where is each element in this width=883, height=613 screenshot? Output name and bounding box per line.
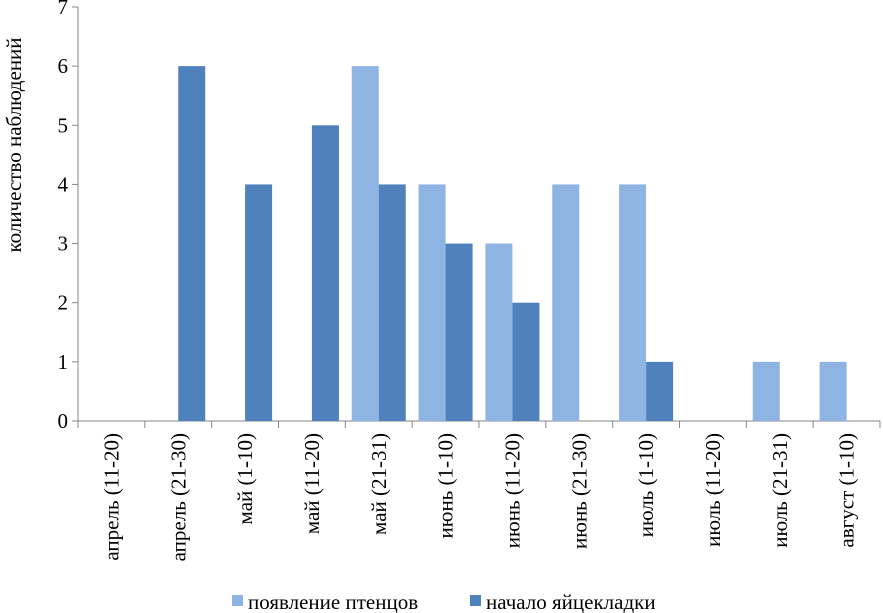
y-tick-label: 6 (58, 54, 69, 78)
bar-hatching (819, 361, 847, 421)
bar-laying (378, 184, 406, 421)
legend-swatch-hatching (232, 595, 243, 606)
y-tick-label: 7 (58, 0, 69, 19)
bar-hatching (619, 184, 647, 421)
bar-hatching (485, 243, 513, 421)
x-tick-label: июль (1-10) (634, 433, 658, 537)
y-tick-label: 4 (58, 172, 69, 196)
bar-laying (646, 361, 674, 421)
x-tick-label: июль (21-31) (768, 433, 792, 548)
y-tick-label: 5 (58, 113, 69, 137)
x-tick-label: июнь (21-30) (567, 433, 591, 549)
y-tick-label: 2 (58, 291, 69, 315)
bar-laying (311, 125, 339, 422)
x-tick-label: апрель (21-30) (166, 433, 190, 561)
bar-laying (512, 302, 540, 421)
bar-hatching (418, 184, 446, 421)
axis-layer (72, 6, 881, 428)
x-tick-label: май (1-10) (233, 433, 257, 524)
legend-label-laying: начало яйцекладки (486, 590, 656, 613)
x-tick-label: август (1-10) (835, 433, 859, 548)
bar-hatching (351, 66, 379, 422)
y-tick-label: 0 (58, 409, 69, 433)
x-tick-label: апрель (11-20) (99, 433, 123, 561)
x-tick-label: июнь (11-20) (500, 433, 524, 548)
legend: появление птенцов начало яйцекладки (232, 590, 656, 613)
x-tick-label: май (11-20) (300, 433, 324, 534)
y-tick-label: 1 (58, 350, 69, 374)
x-tick-label: июль (11-20) (701, 433, 725, 547)
x-tick-label: май (21-31) (367, 433, 391, 535)
bars-layer (178, 66, 847, 422)
legend-label-hatching: появление птенцов (248, 590, 418, 613)
legend-swatch-laying (470, 595, 481, 606)
y-axis-title: количество наблюдений (2, 37, 26, 252)
bar-hatching (752, 361, 780, 421)
bar-laying (245, 184, 273, 421)
bar-laying (178, 66, 206, 422)
labels-layer: 0 1 2 3 4 5 6 7 апрель (11-20) апрель (21-30) май … (58, 0, 859, 561)
bar-hatching (552, 184, 580, 421)
bar-laying (445, 243, 473, 421)
y-tick-label: 3 (58, 232, 69, 256)
x-tick-label: июнь (1-10) (434, 433, 458, 538)
